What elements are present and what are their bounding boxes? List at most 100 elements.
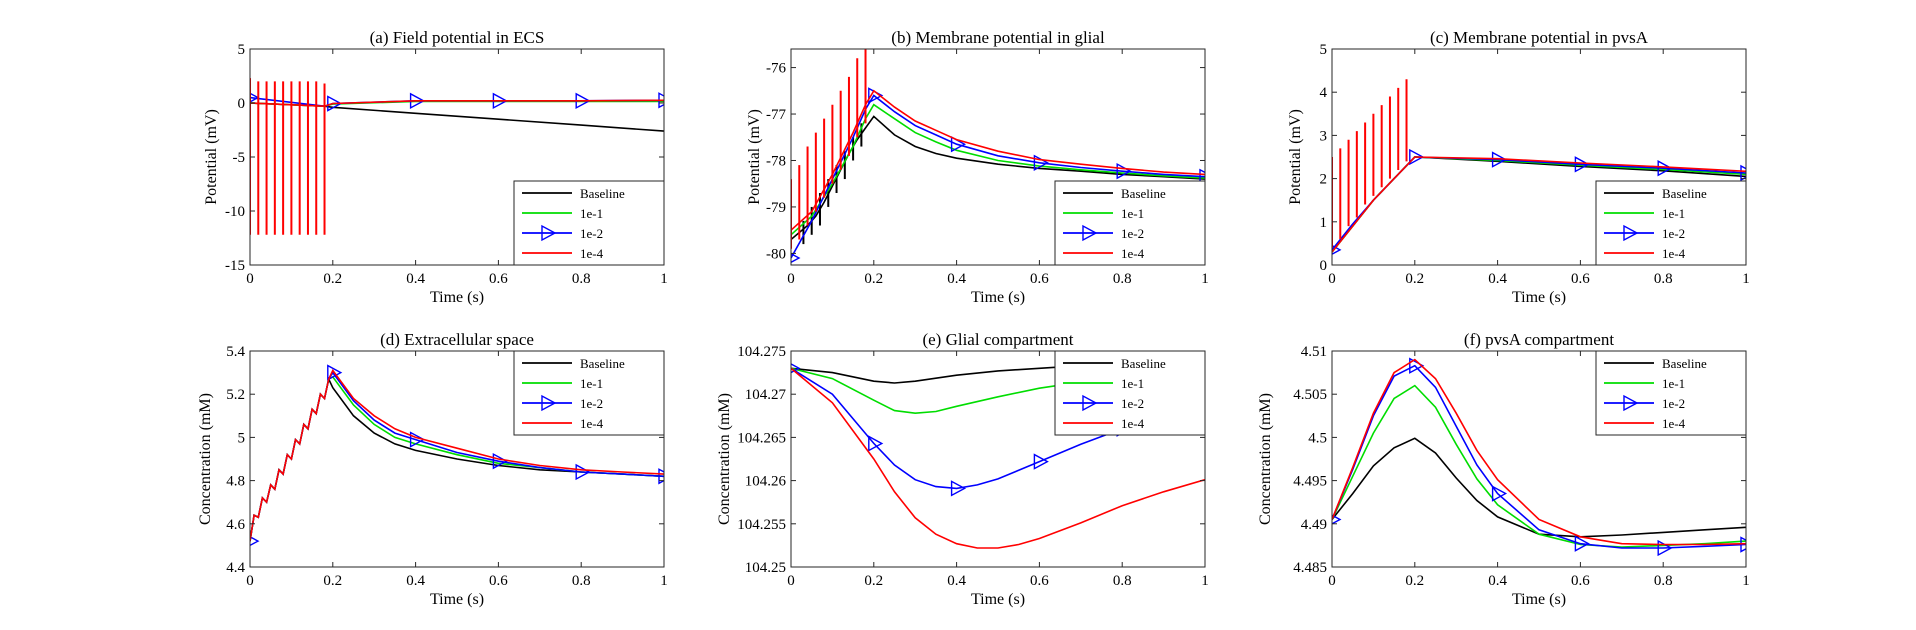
x-tick-label: 0 xyxy=(1328,271,1336,287)
x-tick-label: 1 xyxy=(1201,271,1209,287)
legend-box xyxy=(513,180,665,266)
legend-label: 1e-4 xyxy=(1121,246,1145,261)
y-tick-label: 4.51 xyxy=(1301,344,1327,360)
chart-panel-3: 0 0.2 0.4 0.6 0.8 1 0 1 2 3 4 5 (c) Membrane potenti… xyxy=(1287,28,1750,306)
x-tick-label: 0.8 xyxy=(1113,271,1132,287)
y-tick-label: 3 xyxy=(1320,128,1328,144)
legend-marker xyxy=(1623,394,1639,412)
y-tick-label: -15 xyxy=(225,258,245,274)
legend-label: Baseline xyxy=(1662,356,1707,371)
x-tick-label: 0.8 xyxy=(1654,573,1673,589)
chart-panel-6: 0 0.2 0.4 0.6 0.8 1 4.485 4.49 4.495 4.5 4.505 4.51… xyxy=(1257,330,1750,608)
series-line-1e-2 xyxy=(791,94,1205,259)
y-tick-label: 4.495 xyxy=(1293,474,1327,490)
x-tick-label: 0 xyxy=(787,573,795,589)
x-axis-label: Time (s) xyxy=(1512,591,1566,608)
y-axis-label: Potential (mV) xyxy=(746,109,763,205)
legend-label: Baseline xyxy=(580,356,625,371)
legend-label: Baseline xyxy=(1121,356,1166,371)
y-tick-label: -79 xyxy=(766,200,786,216)
y-tick-label: -76 xyxy=(766,61,786,77)
x-tick-label: 0.6 xyxy=(489,271,508,287)
y-tick-label: 104.275 xyxy=(737,344,786,360)
legend-label: 1e-2 xyxy=(1121,226,1144,241)
chart-title: (c) Membrane potential in pvsA xyxy=(1430,28,1649,47)
x-tick-label: 1 xyxy=(660,573,668,589)
x-tick-label: 0.6 xyxy=(1030,271,1049,287)
axes-frame xyxy=(1331,350,1747,568)
y-axis-label: Concentration (mM) xyxy=(716,393,733,525)
series-marker xyxy=(1033,453,1049,470)
legend-label: 1e-2 xyxy=(580,226,603,241)
series-marker xyxy=(1199,168,1205,185)
x-tick-label: 0.4 xyxy=(1488,271,1507,287)
x-tick-label: 0.2 xyxy=(323,573,342,589)
series-marker xyxy=(1491,151,1508,168)
y-tick-label: 104.26 xyxy=(745,474,787,490)
y-tick-label: 5.2 xyxy=(226,387,245,403)
y-axis-label: Potential (mV) xyxy=(203,109,220,205)
x-tick-label: 0 xyxy=(1328,573,1336,589)
legend-label: 1e-2 xyxy=(1121,396,1144,411)
legend-label: 1e-4 xyxy=(1662,416,1686,431)
series-marker xyxy=(1332,244,1342,255)
x-tick-label: 0.2 xyxy=(864,271,883,287)
x-tick-label: 0.4 xyxy=(406,573,425,589)
chart-panel-5: 0 0.2 0.4 0.6 0.8 1 104.25 104.255 104.26 104.265… xyxy=(716,330,1209,608)
series-group xyxy=(1332,79,1746,255)
series-group xyxy=(250,364,664,547)
chart-panel-1: 0 0.2 0.4 0.6 0.8 1 -15 -10 -5 0 5 (a) Field potent… xyxy=(203,28,668,306)
series-line-baseline xyxy=(1332,437,1746,538)
legend-label: 1e-2 xyxy=(1662,396,1685,411)
y-tick-label: -10 xyxy=(225,204,245,220)
series-marker xyxy=(575,463,591,481)
series-marker xyxy=(250,535,260,547)
legend-marker xyxy=(1082,224,1098,242)
series-line-baseline xyxy=(791,115,1205,241)
series-marker xyxy=(1574,156,1590,173)
x-tick-label: 0.8 xyxy=(1113,573,1132,589)
x-axis-label: Time (s) xyxy=(430,591,484,608)
legend-box xyxy=(513,350,665,436)
series-marker xyxy=(791,363,801,374)
y-tick-label: 4.6 xyxy=(226,517,245,533)
legend-label: 1e-1 xyxy=(580,206,603,221)
y-tick-label: -77 xyxy=(766,107,786,123)
x-axis-label: Time (s) xyxy=(1512,289,1566,306)
x-tick-label: 0 xyxy=(246,573,254,589)
chart-panel-4: 0 0.2 0.4 0.6 0.8 1 4.4 4.6 4.8 5 5.2 5.4 (d) Extrac… xyxy=(197,330,668,608)
y-tick-label: -5 xyxy=(233,150,246,166)
x-tick-label: 0.6 xyxy=(489,573,508,589)
series-group xyxy=(250,78,664,235)
legend-label: Baseline xyxy=(1121,186,1166,201)
y-tick-label: 4.5 xyxy=(1308,430,1327,446)
legend-label: 1e-1 xyxy=(1662,376,1685,391)
series-group xyxy=(1332,357,1746,557)
series-line-1e-4 xyxy=(791,89,1205,231)
y-axis-label: Potential (mV) xyxy=(1287,109,1304,205)
legend-label: 1e-4 xyxy=(580,416,604,431)
series-line-1e-4 xyxy=(250,368,664,542)
x-tick-label: 1 xyxy=(1742,573,1750,589)
y-axis-label: Concentration (mM) xyxy=(1257,393,1274,525)
series-line-1e-4 xyxy=(1332,358,1746,546)
y-tick-label: 104.27 xyxy=(745,387,787,403)
x-axis-label: Time (s) xyxy=(430,289,484,306)
series-marker xyxy=(950,480,967,497)
x-axis-label: Time (s) xyxy=(971,591,1025,608)
series-marker xyxy=(409,431,426,448)
series-marker xyxy=(327,95,343,112)
legend-label: 1e-4 xyxy=(1662,246,1686,261)
x-tick-label: 0.8 xyxy=(1654,271,1673,287)
x-tick-label: 0 xyxy=(787,271,795,287)
y-tick-label: -80 xyxy=(766,246,786,262)
series-marker xyxy=(327,364,343,381)
legend-box xyxy=(1595,180,1747,266)
x-tick-label: 0.2 xyxy=(864,573,883,589)
legend-label: 1e-1 xyxy=(1121,376,1144,391)
chart-title: (e) Glial compartment xyxy=(922,330,1073,349)
x-tick-label: 1 xyxy=(1201,573,1209,589)
x-tick-label: 0.2 xyxy=(1405,573,1424,589)
axes-frame xyxy=(249,350,665,568)
series-marker xyxy=(1409,357,1425,374)
